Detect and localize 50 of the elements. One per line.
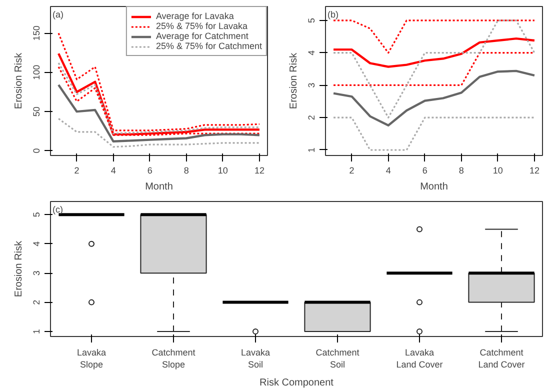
y-axis-title: Erosion Risk <box>14 52 24 110</box>
chart-title: (c) <box>52 204 63 214</box>
x-tick-label: 10 <box>492 166 503 176</box>
x-tick-label: 2 <box>349 166 354 176</box>
line-series <box>332 20 536 118</box>
line-series <box>58 118 260 148</box>
x-tick-label: 12 <box>254 166 264 176</box>
x-tick-label: Catchment Slope <box>152 348 196 370</box>
y-tick-label: 0 <box>32 148 42 154</box>
y-tick-label: 3 <box>306 82 316 88</box>
line-series <box>332 70 536 126</box>
y-tick-label: 2 <box>32 300 42 305</box>
x-tick-label: 4 <box>110 166 116 176</box>
y-tick-label: 4 <box>32 241 42 246</box>
x-axis-title: Month <box>420 182 448 192</box>
x-tick-label: Catchment Land Cover <box>478 348 525 370</box>
legend-label: 25% & 75% for Lavaka <box>156 21 248 31</box>
x-tick-label: Lavaka Land Cover <box>396 348 443 370</box>
y-tick-label: 50 <box>32 106 42 117</box>
y-tick-label: 150 <box>32 26 42 41</box>
y-axis-title: Erosion Risk <box>14 240 24 298</box>
x-tick-label: 10 <box>218 166 228 176</box>
y-tick-label: 2 <box>306 115 316 120</box>
legend-label: Average for Catchment <box>156 31 248 41</box>
y-tick-label: 1 <box>32 329 42 334</box>
x-tick-label: Catchment Soil <box>316 348 360 370</box>
x-tick-label: 6 <box>422 166 428 176</box>
legend-label: Average for Lavaka <box>156 11 234 21</box>
x-tick-label: 12 <box>529 166 540 176</box>
y-tick-label: 100 <box>32 64 42 80</box>
x-tick-label: Lavaka Soil <box>240 348 270 370</box>
y-axis-title: Erosion Risk <box>288 52 300 110</box>
chart-title: (a) <box>52 10 64 20</box>
x-tick-label: 8 <box>458 166 464 176</box>
x-tick-label: 2 <box>74 166 80 176</box>
line-series <box>332 37 536 68</box>
y-tick-label: 5 <box>306 18 316 23</box>
y-tick-label: 3 <box>32 270 42 276</box>
y-tick-label: 5 <box>32 212 42 218</box>
x-tick-label: 6 <box>147 166 152 176</box>
x-tick-label: 8 <box>184 166 189 176</box>
line-series <box>57 84 261 142</box>
chart-title: (b) <box>328 10 338 20</box>
x-axis-title: Risk Component <box>260 378 334 388</box>
y-tick-label: 1 <box>306 147 316 152</box>
x-tick-label: 4 <box>386 166 391 176</box>
x-tick-label: Lavaka Slope <box>76 348 106 370</box>
y-tick-label: 4 <box>306 50 316 56</box>
x-axis-title: Month <box>145 182 173 192</box>
legend-label: 25% & 75% for Catchment <box>156 41 262 51</box>
